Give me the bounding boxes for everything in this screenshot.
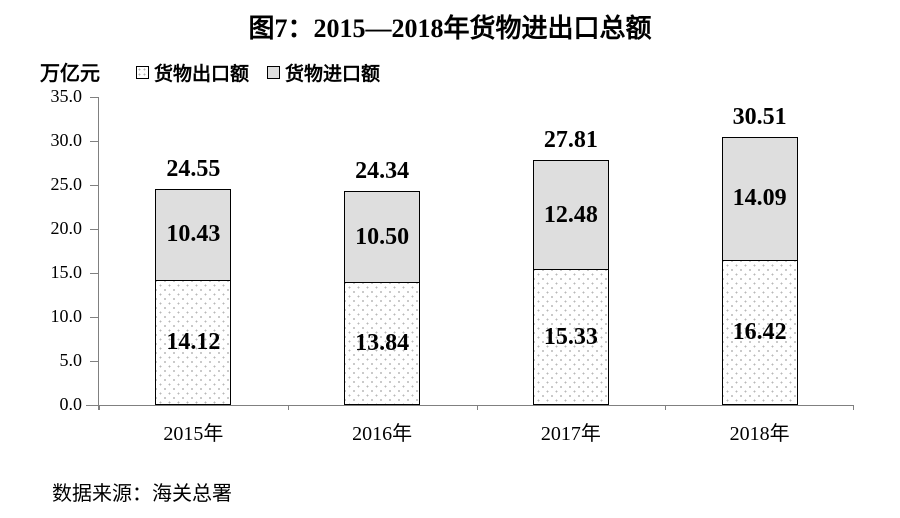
x-axis-tick — [853, 405, 854, 410]
y-axis-tick-label: 20.0 — [50, 218, 83, 238]
total-value-label: 30.51 — [732, 103, 787, 130]
y-axis-tick-label: 0.0 — [59, 394, 83, 414]
stacked-bar: 10.43 14.12 — [155, 188, 232, 405]
legend: 货物出口额 货物进口额 — [136, 59, 380, 86]
bar-segment-import: 10.50 — [344, 190, 421, 284]
x-axis-label: 2015年 — [163, 423, 224, 445]
x-axis-tick — [476, 405, 478, 410]
y-axis-unit-label: 万亿元 — [40, 63, 100, 85]
legend-label-export: 货物出口额 — [154, 64, 250, 85]
y-axis-tick-label: 30.0 — [50, 130, 83, 150]
legend-item-export: 货物出口额 — [136, 59, 249, 86]
total-value-label: 27.81 — [543, 127, 598, 154]
bar-segment-import: 14.09 — [721, 136, 798, 261]
y-axis-tick-label: 35.0 — [50, 86, 83, 106]
legend-label-import: 货物进口额 — [285, 64, 381, 85]
x-axis-label: 2017年 — [540, 423, 601, 445]
x-axis-tick — [287, 405, 289, 410]
x-axis-label: 2016年 — [352, 423, 413, 445]
y-axis-tick — [90, 185, 98, 186]
x-axis-tick — [99, 405, 100, 410]
y-axis-tick — [90, 97, 98, 98]
y-axis-tick — [90, 273, 98, 274]
total-value-label: 24.55 — [166, 155, 221, 182]
bars-region: 24.55 10.43 14.12 2015年 24.34 10.50 13.84 2016年… — [99, 97, 854, 445]
stacked-bar: 14.09 16.42 — [721, 136, 798, 405]
y-axis-tick-label: 15.0 — [50, 262, 83, 282]
bar-group-2016年: 24.34 10.50 13.84 2016年 — [288, 97, 477, 445]
bar-segment-export: 15.33 — [532, 270, 609, 405]
bar-segment-export: 14.12 — [155, 280, 232, 405]
bar-group-2017年: 27.81 12.48 15.33 2017年 — [477, 97, 666, 445]
bar-segment-export: 16.42 — [721, 260, 798, 405]
bar-segment-import: 12.48 — [532, 160, 609, 271]
y-axis-tick — [90, 141, 98, 142]
bar-group-2015年: 24.55 10.43 14.12 2015年 — [99, 97, 288, 445]
y-axis-tick-label: 10.0 — [50, 306, 83, 326]
stacked-bar: 10.50 13.84 — [344, 190, 421, 405]
total-value-label: 24.34 — [355, 157, 410, 184]
y-axis-tick — [90, 405, 98, 406]
bar-segment-export: 13.84 — [344, 283, 421, 405]
bar-group-2018年: 30.51 14.09 16.42 2018年 — [665, 97, 854, 445]
chart-title: 图7：2015—2018年货物进出口总额 — [248, 14, 652, 43]
import-swatch-icon — [267, 66, 281, 79]
y-axis-tick — [90, 361, 98, 362]
y-axis-tick — [90, 317, 98, 318]
data-source-note: 数据来源：海关总署 — [52, 483, 232, 505]
y-axis-tick — [90, 229, 98, 230]
y-axis-tick-label: 5.0 — [59, 350, 83, 370]
legend-item-import: 货物进口额 — [267, 59, 380, 86]
stacked-bar: 12.48 15.33 — [532, 160, 609, 405]
y-axis-line — [98, 97, 99, 410]
bar-segment-import: 10.43 — [155, 188, 232, 281]
x-axis-line — [86, 405, 854, 406]
x-axis-tick — [665, 405, 667, 410]
export-swatch-icon — [136, 66, 149, 79]
x-axis-label: 2018年 — [729, 423, 790, 445]
y-axis-tick-label: 25.0 — [50, 174, 83, 194]
